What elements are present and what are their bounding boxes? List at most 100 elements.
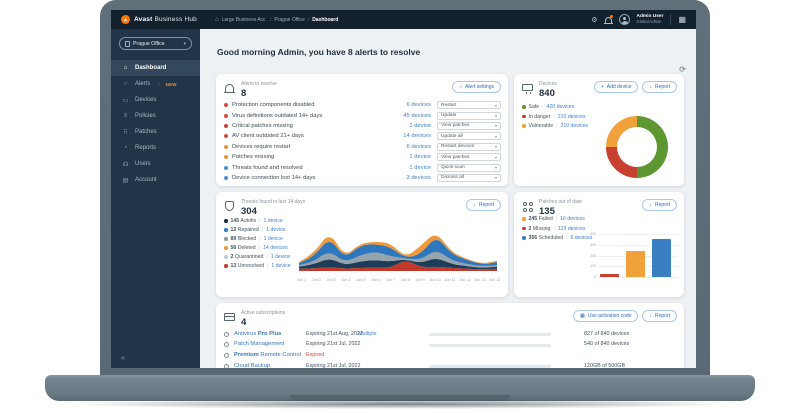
alert-devices-link[interactable]: 6 devices: [406, 102, 432, 109]
alert-text: AV client outdated 21+ days: [232, 133, 304, 140]
patches-report-button[interactable]: ↓ Report: [642, 199, 677, 211]
legend-devices-link[interactable]: 1 device: [266, 227, 286, 233]
sidebar-collapse-icon[interactable]: «: [121, 355, 125, 362]
settings-gear-icon[interactable]: ⚙: [591, 16, 598, 24]
alert-devices-link[interactable]: 14 devices: [403, 133, 431, 140]
alert-action-value: Update all: [441, 133, 463, 139]
sidebar-nav: ⌂ Dashboard ○ Alerts | NEW ▭ Devices ≡ Policies ⠿ P…: [111, 60, 200, 188]
breadcrumb-item[interactable]: Prague Office: [274, 16, 305, 23]
breadcrumb-item[interactable]: Large Business Acc.: [221, 16, 267, 23]
sidebar-item-devices[interactable]: ▭ Devices: [111, 92, 200, 108]
area-series-repaired: [299, 240, 497, 266]
x-axis-tick-label: Jun 7: [385, 278, 396, 282]
alert-action-select[interactable]: Update ▾: [437, 111, 501, 120]
alert-action-select[interactable]: Restart devices ▾: [437, 142, 501, 151]
breadcrumb: ⌂ Large Business Acc. / Prague Office / Dash…: [215, 17, 338, 23]
legend-devices-link[interactable]: 210 devices: [560, 123, 589, 129]
alert-action-select[interactable]: Quick scan ▾: [437, 163, 501, 172]
alert-action-select[interactable]: View patches ▾: [437, 121, 501, 130]
alert-devices-link[interactable]: 45 devices: [403, 112, 431, 119]
patches-icon: [522, 201, 534, 213]
sidebar-item-alerts[interactable]: ○ Alerts | NEW: [111, 76, 200, 92]
legend-separator: |: [266, 254, 268, 260]
avast-logo-icon: ▲: [121, 15, 130, 24]
top-navigation-bar: ▲ Avast Business Hub ⌂ Large Business Ac…: [111, 10, 696, 29]
legend-devices-link[interactable]: 210 devices: [557, 113, 586, 120]
alert-devices-link[interactable]: 1 device: [409, 164, 431, 171]
legend-devices-link[interactable]: 16 devices: [560, 216, 585, 222]
y-axis-tick-label: 400: [590, 232, 596, 236]
chevron-down-icon: ▾: [183, 40, 186, 47]
breadcrumb-item[interactable]: Dashboard: [312, 16, 339, 23]
legend-dot-icon: [522, 105, 526, 109]
alert-action-select[interactable]: Dismiss all ▾: [437, 173, 501, 182]
user-menu[interactable]: Admin User Global Admin: [637, 14, 664, 24]
gridline: [598, 234, 678, 235]
devices-report-button[interactable]: ↓ Report: [642, 81, 677, 93]
alert-action-select[interactable]: Restart ▾: [437, 101, 501, 110]
patches-legend: 245 Failed | 16 devices 2 Missing | 123 devic…: [522, 216, 592, 241]
legend-devices-link[interactable]: 14 devices: [262, 245, 288, 251]
sidebar-item-account[interactable]: ▤ Account: [111, 172, 200, 188]
chevron-down-icon: ▾: [494, 154, 497, 160]
sidebar-item-label: Policies: [135, 113, 156, 119]
legend-devices-link[interactable]: 1 device: [263, 236, 283, 242]
alert-text: Devices require restart: [232, 143, 291, 150]
notification-badge: [609, 14, 613, 18]
card-icon: ▦: [580, 313, 585, 319]
legend-devices-link[interactable]: 6 devices: [570, 235, 593, 241]
legend-dot-icon: [224, 255, 228, 259]
subscription-name-link[interactable]: Antivirus Pro Plus: [234, 330, 282, 337]
legend-devices-link[interactable]: 1 device: [270, 254, 291, 260]
subscription-name-link[interactable]: Cloud Backup: [234, 362, 271, 368]
legend-devices-link[interactable]: 1 device: [263, 218, 283, 224]
alert-text: Critical patches missing: [232, 122, 293, 129]
legend-dot-icon: [522, 114, 526, 119]
subscription-name-link[interactable]: Premium Remote Control: [234, 352, 302, 359]
subscriptions-report-button[interactable]: ↓ Report: [642, 310, 677, 322]
legend-label: 145 Autofix: [230, 218, 257, 224]
alert-devices-link[interactable]: 3 devices: [406, 174, 432, 181]
alert-severity-icon: [224, 123, 228, 128]
alert-row: Threats found and resolved 1 device Quick …: [224, 162, 501, 172]
home-icon[interactable]: ⌂: [214, 16, 219, 23]
sidebar-item-patches[interactable]: ⠿ Patches: [111, 124, 200, 140]
alerts-list: Protection components disabled 6 devices R…: [224, 100, 501, 183]
chevron-down-icon: ▾: [494, 123, 497, 129]
notifications-bell-icon[interactable]: [603, 14, 613, 24]
alert-action-select[interactable]: Update all ▾: [437, 132, 501, 141]
subscription-multiple-link[interactable]: Multiple: [358, 330, 377, 337]
user-avatar[interactable]: [618, 14, 630, 25]
app-grid-icon[interactable]: ▦: [678, 14, 686, 24]
antivirus-icon: [224, 331, 229, 337]
legend-dot-icon: [224, 246, 228, 250]
cloud-backup-icon: [224, 363, 229, 368]
legend-label: 245 Failed: [528, 216, 553, 222]
alert-text: Virus definitions outdated 14+ days: [232, 112, 323, 119]
subscription-name-link[interactable]: Patch Management: [234, 341, 285, 348]
sidebar-item-policies[interactable]: ≡ Policies: [111, 108, 200, 124]
app-title: Avast Business Hub: [134, 16, 197, 23]
alert-text: Protection components disabled: [232, 102, 315, 109]
building-icon: [125, 40, 130, 47]
sidebar-item-dashboard[interactable]: ⌂ Dashboard: [111, 60, 200, 76]
legend-devices-link[interactable]: 123 devices: [557, 225, 586, 232]
alert-action-select[interactable]: View patches ▾: [437, 153, 501, 162]
alert-settings-button[interactable]: ○ Alert settings: [452, 81, 501, 93]
sidebar-item-reports[interactable]: ◔ Reports: [111, 140, 200, 156]
legend-devices-link[interactable]: 1 device: [271, 263, 291, 269]
threats-legend-row: 2 Quarantined | 1 device: [224, 254, 291, 260]
threats-report-button[interactable]: ↓ Report: [466, 199, 501, 211]
alert-devices-link[interactable]: 1 device: [409, 122, 431, 129]
patches-count: 135: [539, 206, 555, 217]
legend-devices-link[interactable]: 420 devices: [546, 104, 575, 110]
org-selector[interactable]: Prague Office ▾: [119, 37, 192, 50]
alert-devices-link[interactable]: 6 devices: [406, 143, 432, 150]
add-device-button[interactable]: + Add device: [593, 81, 639, 93]
sidebar-item-users[interactable]: ☊ Users: [111, 156, 200, 172]
building-icon: ▤: [122, 177, 129, 184]
use-activation-code-button[interactable]: ▦ Use activation code: [573, 310, 639, 322]
subscription-progress-bar: [429, 333, 551, 336]
refresh-icon[interactable]: ⟳: [679, 65, 686, 74]
alert-devices-link[interactable]: 1 device: [409, 154, 431, 161]
